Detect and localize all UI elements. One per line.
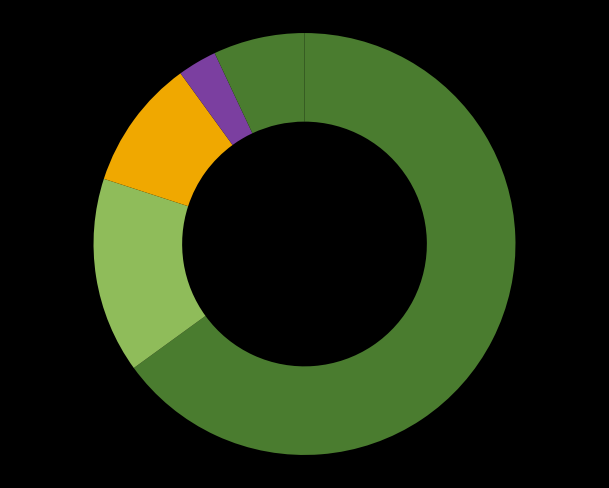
Wedge shape (215, 33, 304, 133)
Wedge shape (104, 73, 233, 206)
Wedge shape (134, 33, 515, 455)
Wedge shape (94, 179, 205, 368)
Wedge shape (180, 53, 252, 145)
